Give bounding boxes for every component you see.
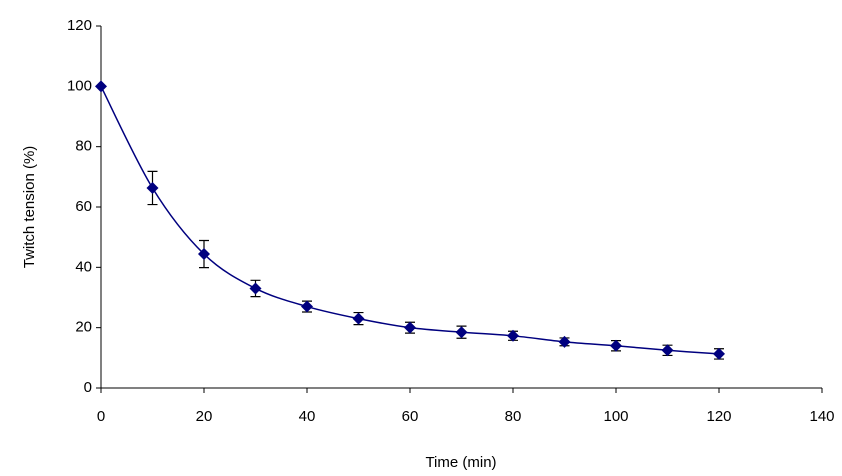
data-point [507,329,519,342]
y-tick-label: 20 [75,319,92,336]
data-point [558,335,571,348]
data-point [713,347,725,360]
data-point [301,300,313,313]
data-point [249,282,262,295]
x-axis-title: Time (min) [425,454,496,471]
data-point [455,326,468,339]
data-point [661,344,674,357]
data-point [610,339,622,352]
x-tick-label: 40 [299,408,316,425]
x-tick-label: 100 [603,408,628,425]
x-tick-label: 60 [402,408,419,425]
y-tick-label: 0 [84,379,92,396]
x-tick-label: 0 [97,408,105,425]
data-point [352,312,365,325]
y-tick-label: 60 [75,198,92,215]
y-tick-label: 100 [67,77,92,94]
y-tick-label: 40 [75,258,92,275]
data-point [146,181,159,194]
y-tick-label: 80 [75,138,92,155]
data-point [95,80,107,93]
y-tick-label: 120 [67,17,92,34]
series-line [100,85,720,355]
data-point [404,321,416,334]
y-axis-title: Twitch tension (%) [21,146,38,269]
x-tick-label: 20 [196,408,213,425]
x-tick-label: 80 [505,408,522,425]
x-tick-label: 140 [809,408,834,425]
data-point [198,248,210,261]
x-tick-label: 120 [706,408,731,425]
